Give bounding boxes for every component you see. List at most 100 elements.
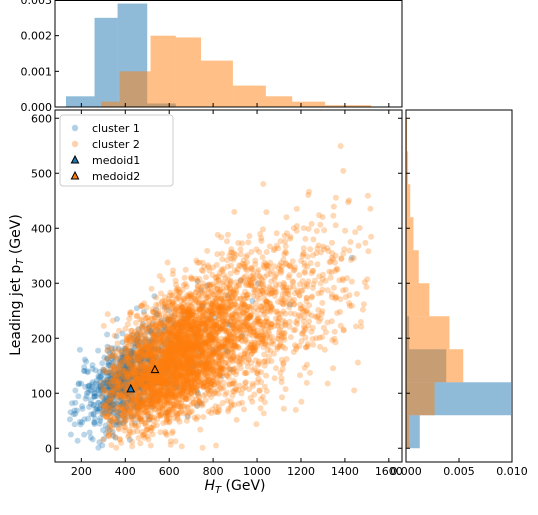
point-cluster-2 — [321, 227, 328, 234]
point-cluster-1 — [128, 362, 135, 369]
point-cluster-2 — [210, 264, 216, 271]
point-cluster-2 — [330, 212, 337, 219]
point-cluster-1 — [179, 361, 186, 368]
point-cluster-2 — [225, 366, 232, 373]
point-cluster-2 — [151, 314, 158, 321]
point-cluster-1 — [83, 358, 90, 365]
point-cluster-1 — [179, 324, 186, 331]
point-cluster-2 — [169, 336, 176, 343]
point-cluster-1 — [170, 375, 177, 381]
point-cluster-2 — [255, 307, 262, 314]
point-cluster-2 — [200, 392, 207, 399]
point-cluster-2 — [190, 369, 197, 375]
point-cluster-2 — [247, 344, 254, 351]
point-cluster-2 — [195, 369, 202, 376]
point-cluster-1 — [121, 371, 128, 378]
point-cluster-1 — [201, 326, 208, 333]
point-cluster-1 — [97, 373, 104, 380]
point-cluster-1 — [125, 368, 132, 375]
point-cluster-2 — [303, 379, 310, 386]
point-cluster-2 — [193, 365, 200, 372]
point-cluster-2 — [144, 372, 151, 379]
point-cluster-2 — [151, 392, 158, 399]
point-cluster-2 — [301, 262, 308, 269]
point-cluster-2 — [176, 289, 183, 296]
point-cluster-1 — [136, 374, 143, 381]
point-cluster-1 — [99, 370, 106, 377]
point-cluster-1 — [132, 340, 139, 347]
point-cluster-2 — [304, 253, 311, 260]
point-cluster-2 — [169, 271, 176, 278]
point-cluster-1 — [113, 379, 120, 386]
point-cluster-2 — [184, 361, 191, 368]
point-cluster-2 — [110, 361, 117, 368]
point-cluster-1 — [108, 383, 114, 390]
point-cluster-1 — [122, 389, 129, 396]
point-cluster-1 — [154, 327, 161, 333]
point-cluster-1 — [110, 401, 117, 408]
point-cluster-1 — [170, 381, 177, 388]
point-cluster-2 — [276, 326, 283, 333]
point-cluster-2 — [109, 317, 116, 324]
point-cluster-2 — [250, 270, 257, 277]
point-cluster-2 — [193, 339, 200, 346]
point-cluster-2 — [257, 321, 264, 328]
point-cluster-1 — [132, 371, 139, 378]
point-cluster-2 — [144, 404, 151, 411]
point-cluster-1 — [119, 369, 126, 376]
point-cluster-2 — [179, 364, 186, 371]
point-cluster-1 — [134, 375, 141, 382]
point-cluster-2 — [184, 352, 191, 359]
point-cluster-1 — [144, 350, 150, 357]
point-cluster-1 — [99, 390, 106, 397]
point-cluster-2 — [172, 373, 179, 380]
point-cluster-2 — [102, 369, 109, 375]
point-cluster-1 — [125, 372, 132, 379]
point-cluster-1 — [133, 377, 140, 384]
point-cluster-2 — [297, 372, 303, 379]
point-cluster-1 — [137, 361, 144, 368]
point-cluster-2 — [160, 420, 167, 426]
point-cluster-2 — [247, 281, 254, 287]
point-cluster-2 — [122, 357, 129, 364]
legend-label-2: cluster 2 — [92, 138, 140, 151]
point-cluster-1 — [137, 347, 144, 354]
point-cluster-2 — [195, 355, 202, 362]
point-cluster-2 — [194, 259, 201, 266]
point-cluster-2 — [298, 287, 305, 294]
point-cluster-2 — [235, 281, 242, 288]
point-cluster-2 — [168, 292, 175, 299]
point-cluster-1 — [151, 346, 158, 353]
ytick-label: 600 — [31, 112, 52, 125]
point-cluster-2 — [100, 366, 107, 373]
top-hist-bar-2-3 — [175, 37, 202, 108]
point-cluster-1 — [124, 374, 131, 381]
point-cluster-1 — [90, 410, 97, 417]
point-cluster-2 — [129, 422, 136, 429]
point-cluster-2 — [233, 368, 240, 375]
point-cluster-2 — [286, 304, 293, 311]
point-cluster-1 — [222, 347, 229, 354]
point-cluster-2 — [141, 385, 148, 392]
point-cluster-1 — [137, 357, 144, 364]
point-cluster-1 — [155, 347, 162, 354]
point-cluster-1 — [149, 347, 156, 354]
point-cluster-2 — [140, 432, 146, 439]
point-cluster-1 — [105, 411, 112, 417]
point-cluster-2 — [161, 298, 168, 305]
point-cluster-1 — [84, 369, 91, 376]
top-hist-bar-2-4 — [201, 60, 233, 107]
point-cluster-2 — [187, 382, 194, 389]
point-cluster-2 — [133, 319, 139, 326]
point-cluster-2 — [170, 369, 177, 376]
point-cluster-2 — [182, 336, 188, 343]
point-cluster-1 — [137, 361, 144, 368]
point-cluster-2 — [178, 385, 185, 392]
point-cluster-1 — [71, 421, 78, 428]
point-cluster-1 — [117, 386, 124, 393]
point-cluster-1 — [101, 435, 107, 442]
point-cluster-1 — [112, 383, 119, 390]
point-cluster-1 — [107, 369, 114, 376]
point-cluster-1 — [148, 358, 155, 364]
point-cluster-2 — [219, 256, 226, 263]
